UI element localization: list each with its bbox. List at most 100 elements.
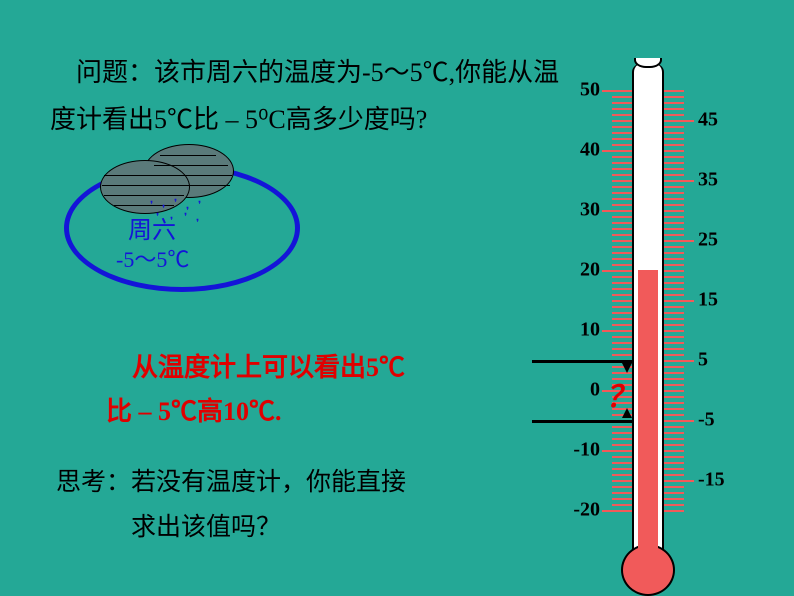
tick-left [612,276,632,278]
tick-right [664,192,684,194]
tick-right [664,204,684,206]
day-temp: -5～5℃ [116,242,189,274]
tick-right [664,264,684,266]
rain-cloud: ❜ ❜ ❜ ❜ ❜ ❜ ❜ ❜ ❜ [100,150,250,206]
tick-right [664,288,684,290]
tick-right [664,504,684,506]
tick-left [602,450,632,452]
tick-left [612,132,632,134]
day-label: 周六 [128,210,176,245]
tick-left [612,342,632,344]
tick-right [664,360,694,362]
scale-label-right: 5 [698,349,708,372]
tick-right [664,372,684,374]
tick-left [612,354,632,356]
thermo-bulb [621,544,675,596]
tick-left [602,210,632,212]
tick-left [612,114,632,116]
tick-right [664,384,684,386]
marker-high [532,360,634,363]
tick-right [664,168,684,170]
tick-left [612,282,632,284]
tick-left [602,510,632,512]
mercury-column [638,270,658,550]
tick-right [664,186,684,188]
tick-right [664,300,694,302]
think-line2: 求出该值吗？ [56,505,406,550]
tick-right [664,96,684,98]
tick-left [612,306,632,308]
tick-right [664,174,684,176]
tick-right [664,456,684,458]
tick-right [664,474,684,476]
tick-right [664,180,694,182]
tick-left [612,162,632,164]
tick-left [612,438,632,440]
tick-right [664,276,684,278]
tick-right [664,234,684,236]
tick-left [612,480,632,482]
answer-line2: 比 – 5℃高10℃. [106,390,405,434]
tick-right [664,348,684,350]
tick-right [664,378,684,380]
answer-line1: 从温度计上可以看出5℃ [106,346,405,390]
tick-right [664,510,684,512]
tick-right [664,414,684,416]
tick-right [664,354,684,356]
tick-left [612,300,632,302]
tick-left [612,138,632,140]
tick-left [612,180,632,182]
tick-right [664,138,684,140]
tick-right [664,450,684,452]
tick-left [612,156,632,158]
tick-left [612,444,632,446]
scale-label-left: 0 [590,379,600,402]
tick-left [612,504,632,506]
tick-right [664,366,684,368]
scale-label-left: -20 [573,499,600,522]
tick-left [612,174,632,176]
tick-right [664,408,684,410]
tick-left [612,498,632,500]
tick-left [602,90,632,92]
scale-label-left: 50 [580,79,600,102]
tick-right [664,444,684,446]
think-line1: 思考：若没有温度计，你能直接 [56,460,406,505]
tick-left [612,432,632,434]
tick-right [664,156,684,158]
think-text: 思考：若没有温度计，你能直接 求出该值吗？ [56,460,406,550]
tick-left [612,474,632,476]
tick-right [664,468,684,470]
answer-text: 从温度计上可以看出5℃ 比 – 5℃高10℃. [106,346,405,434]
tick-right [664,336,684,338]
tick-left [612,324,632,326]
tick-right [664,222,684,224]
scale-label-right: 25 [698,229,718,252]
tick-left [612,264,632,266]
tick-left [612,216,632,218]
tick-left [612,252,632,254]
tick-left [602,270,632,272]
tick-left [612,240,632,242]
tick-right [664,102,684,104]
tick-right [664,108,684,110]
scale-label-right: 45 [698,109,718,132]
tick-left [612,126,632,128]
tick-right [664,114,684,116]
tick-right [664,480,694,482]
tick-right [664,246,684,248]
tick-left [602,330,632,332]
tick-left [612,246,632,248]
tick-left [612,96,632,98]
tick-right [664,426,684,428]
tick-left [612,168,632,170]
tick-left [612,204,632,206]
tick-right [664,420,694,422]
scale-label-right: 35 [698,169,718,192]
tick-right [664,120,694,122]
tick-right [664,402,684,404]
tick-right [664,438,684,440]
tick-left [612,258,632,260]
tick-right [664,162,684,164]
question-mark: ？ [606,372,636,416]
